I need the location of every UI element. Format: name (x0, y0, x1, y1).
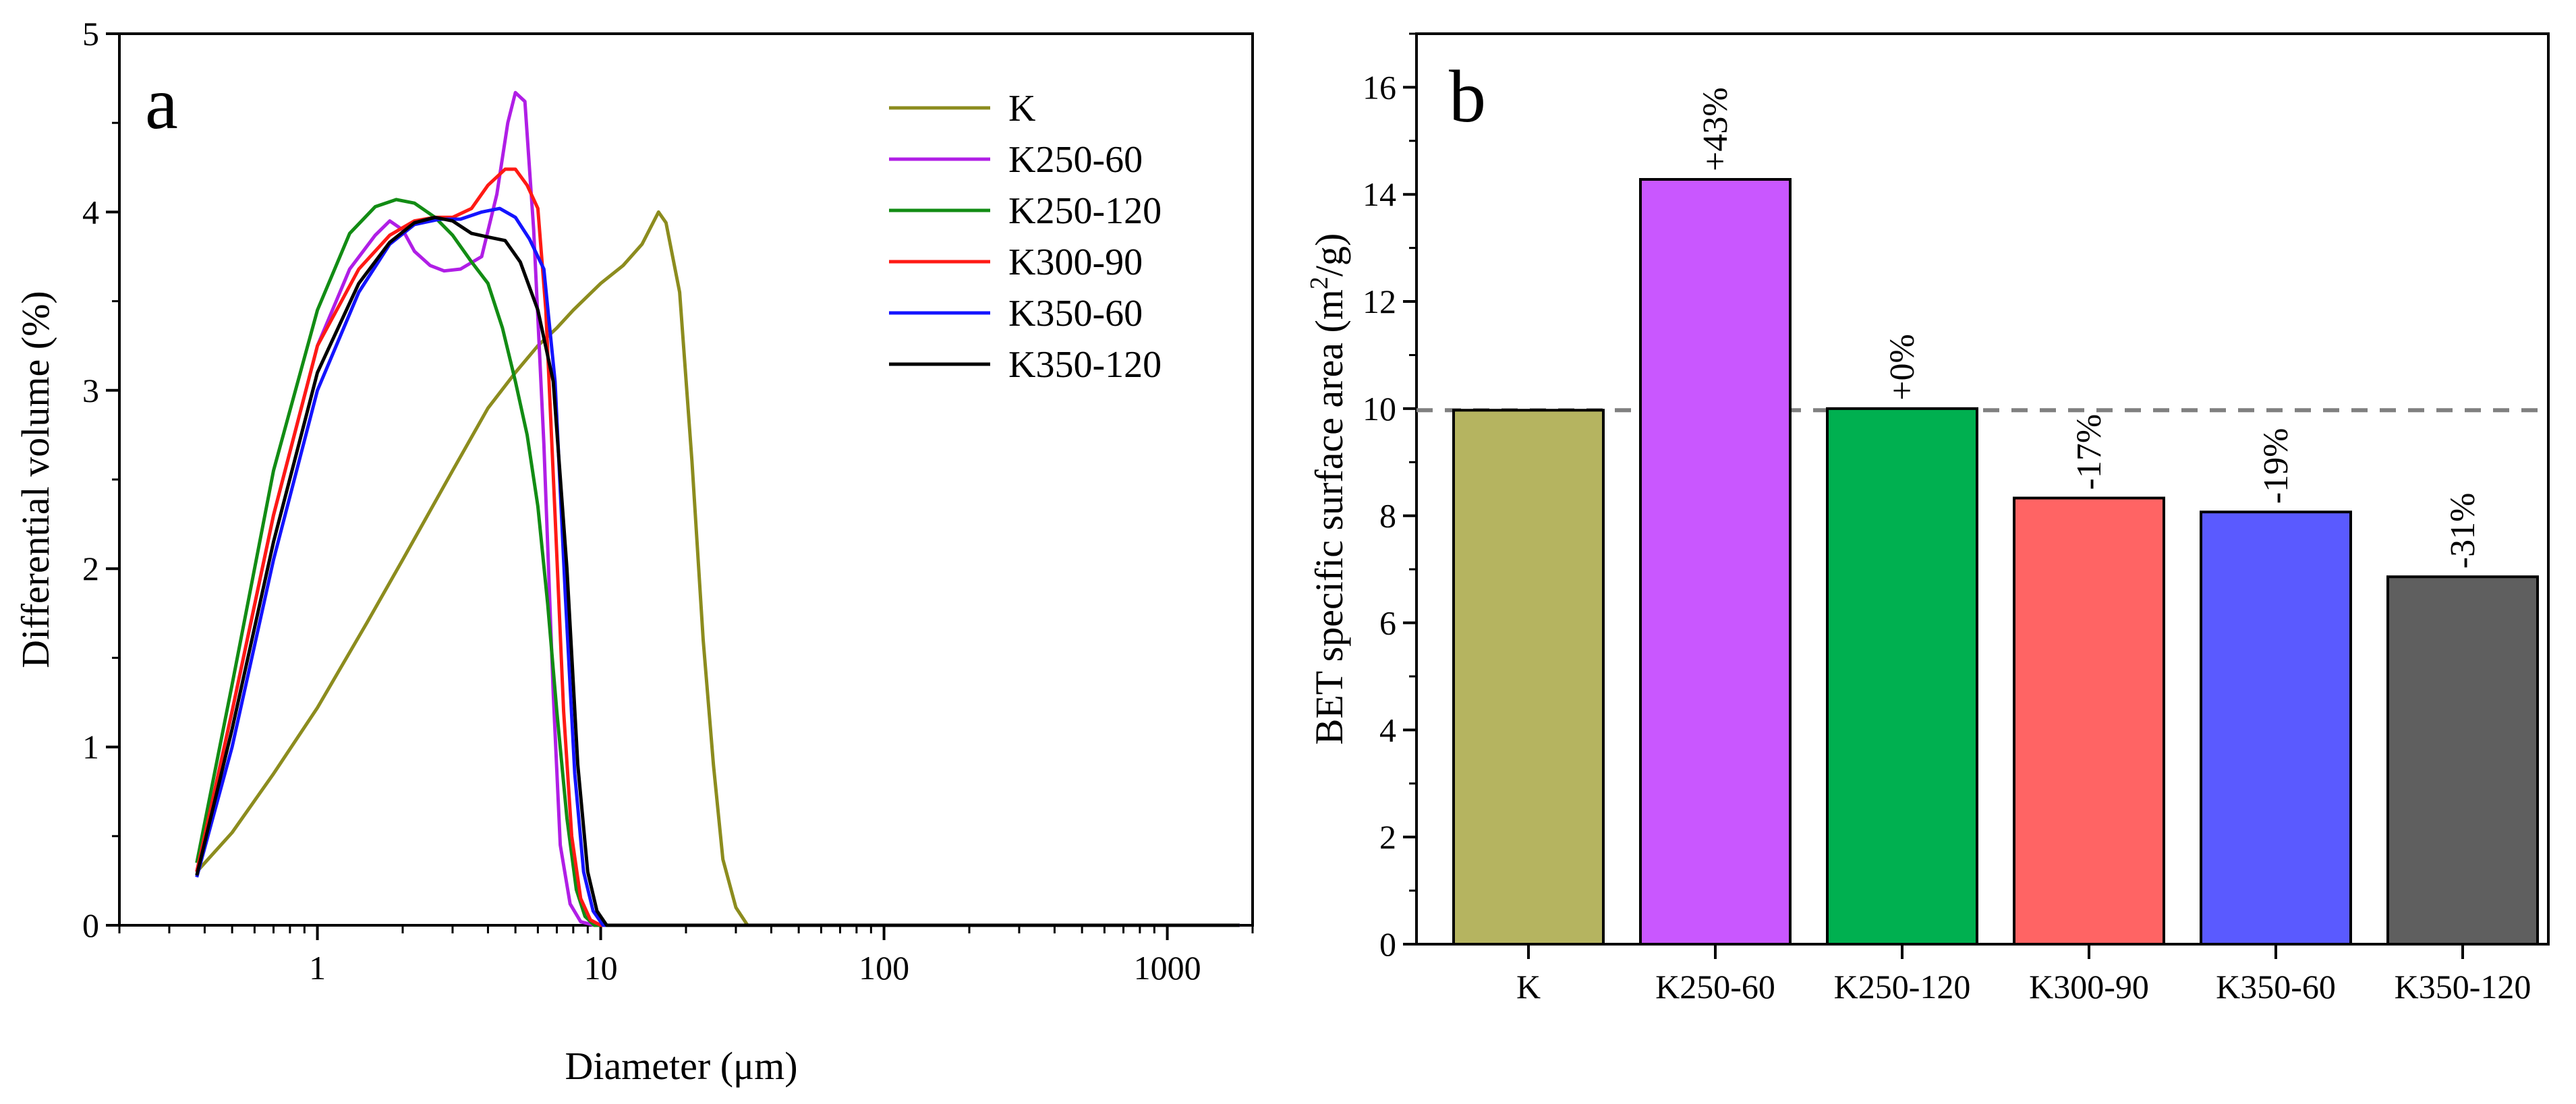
panel-a-y-tick-label: 1 (82, 728, 99, 766)
panel-b-y-tick-label: 0 (1379, 925, 1396, 963)
panel-b-y-tick-label: 4 (1379, 711, 1396, 749)
panel-a-legend: K K250-60 K250-120 K300-90 K350-60 K350-120 (889, 88, 1162, 386)
panel-a-legend-label: K300-90 (1008, 241, 1143, 283)
panel-b-bar (1452, 409, 1605, 946)
panel-a-series-line (195, 90, 1240, 927)
panel-a-series-line (195, 210, 1240, 927)
panel-b-bar (1639, 178, 1792, 946)
panel-a-legend-label: K (1008, 88, 1035, 129)
panel-b-plot-frame (1415, 32, 2550, 946)
panel-b-x-tick-label: K (1516, 968, 1541, 1006)
panel-b-bar-data-label: -17% (2070, 414, 2109, 490)
panel-b-y-tick-label: 6 (1379, 604, 1396, 642)
panel-b-x-tick-label: K250-60 (1655, 968, 1775, 1006)
panel-b-bar-data-label: +0% (1883, 334, 1922, 401)
panel-a-legend-label: K350-120 (1008, 344, 1162, 386)
panel-b-y-tick-label: 10 (1363, 390, 1396, 428)
panel-a-y-tick-label: 5 (82, 15, 99, 53)
panel-a-letter: a (145, 62, 178, 144)
panel-a-series-line (195, 167, 1240, 927)
panel-b-x-tick-label: K250-120 (1834, 968, 1971, 1006)
panel-a-y-axis: 0 1 2 3 4 5 (82, 15, 119, 944)
panel-b-bar-data-label: +43% (1696, 87, 1735, 171)
panel-b-y-tick-label: 12 (1363, 283, 1396, 320)
panel-a-y-tick-label: 4 (82, 193, 99, 231)
panel-b-y-tick-label: 8 (1379, 497, 1396, 535)
panel-a-legend-label: K350-60 (1008, 293, 1143, 335)
panel-b-bar (2013, 496, 2165, 946)
panel-a-legend-label: K250-120 (1008, 190, 1162, 232)
panel-a-legend-label: K250-60 (1008, 139, 1143, 181)
panel-a-x-tick-label: 10 (584, 949, 618, 987)
panel-a-y-axis-title: Differential volume (%) (13, 291, 57, 668)
panel-b-bar (2386, 575, 2539, 946)
panel-b-y-axis: 0 2 4 6 8 10 12 14 16 (1363, 32, 1416, 963)
panel-b-bar (2200, 511, 2352, 946)
panel-a-series-lines (195, 90, 1240, 927)
panel-b-bar (1826, 407, 1978, 946)
panel-b-y-tick-label: 16 (1363, 68, 1396, 106)
panel-a-series-line (195, 215, 1240, 927)
panel-a-series-line (195, 198, 1240, 927)
panel-b-letter: b (1449, 55, 1486, 138)
panel-a-series-line (195, 206, 1240, 927)
panel-b-x-tick-label: K300-90 (2029, 968, 2149, 1006)
panel-a-x-tick-label: 1 (309, 949, 326, 987)
panel-a-chart: 0 1 2 3 4 5 1 10 100 1000 K K250-60 K250-120 K300-9… (13, 15, 1254, 1088)
panel-b-chart: 0 2 4 6 8 10 12 14 16 K K250-60 +43% K250-120 +0% K30… (1305, 32, 2550, 1006)
panel-b-bars: K K250-60 +43% K250-120 +0% K300-90 -17% K350-6… (1452, 87, 2539, 1006)
panel-b-bar-data-label: -19% (2257, 428, 2295, 504)
panel-b-y-tick-label: 14 (1363, 175, 1396, 213)
panel-b-bar-data-label: -31% (2444, 493, 2482, 569)
panel-a-x-axis: 1 10 100 1000 (118, 925, 1254, 987)
panel-b-x-tick-label: K350-120 (2395, 968, 2531, 1006)
panel-a-x-tick-label: 1000 (1134, 949, 1201, 987)
panel-b-y-tick-label: 2 (1379, 818, 1396, 856)
panel-a-x-tick-label: 100 (859, 949, 909, 987)
panel-b-x-tick-label: K350-60 (2216, 968, 2336, 1006)
panel-a-y-tick-label: 3 (82, 372, 99, 409)
panel-b-y-axis-title: BET specific surface area (m2/g) (1305, 233, 1351, 745)
panel-a-x-axis-title: Diameter (μm) (565, 1044, 797, 1088)
panel-a-y-tick-label: 2 (82, 550, 99, 587)
panel-a-y-tick-label: 0 (82, 906, 99, 944)
